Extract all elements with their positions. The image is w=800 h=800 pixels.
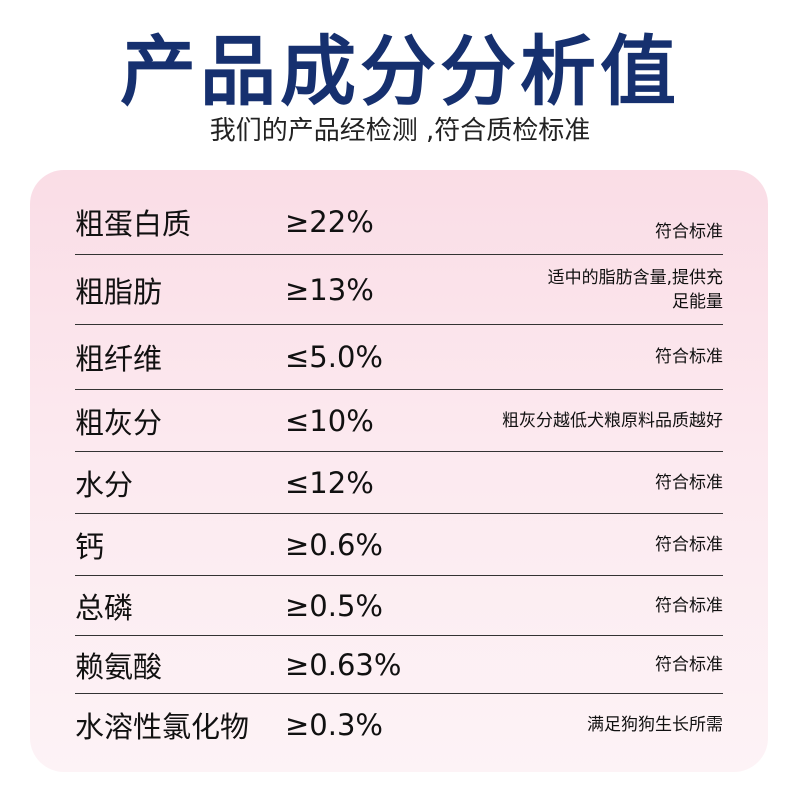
ingredient-note: 粗灰分越低犬粮原料品质越好	[502, 410, 723, 431]
ingredient-name: 钙	[75, 529, 105, 564]
ingredient-note: 符合标准	[655, 534, 723, 555]
table-row: 粗蛋白质 ≥22% 符合标准	[75, 190, 723, 255]
ingredient-value: ≤10%	[285, 403, 374, 438]
table-row: 粗脂肪 ≥13% 适中的脂肪含量,提供充足能量	[75, 255, 723, 325]
ingredient-note: 符合标准	[655, 472, 723, 493]
ingredient-note: 符合标准	[655, 654, 723, 675]
page-title: 产品成分分析值	[120, 27, 680, 116]
ingredient-value: ≥22%	[285, 205, 374, 239]
table-row: 赖氨酸 ≥0.63% 符合标准	[75, 636, 723, 694]
ingredient-value: ≥0.3%	[285, 708, 383, 742]
ingredient-name: 赖氨酸	[75, 649, 163, 684]
ingredient-name: 粗灰分	[75, 405, 163, 440]
ingredient-note: 符合标准	[655, 347, 723, 367]
ingredient-name: 粗脂肪	[75, 274, 163, 309]
table-row: 粗灰分 ≤10% 粗灰分越低犬粮原料品质越好	[75, 390, 723, 452]
ingredient-note: 符合标准	[655, 595, 723, 616]
table-row: 水分 ≤12% 符合标准	[75, 452, 723, 514]
nutrition-card	[30, 170, 768, 772]
ingredient-value: ≥0.5%	[285, 588, 383, 623]
ingredient-name: 粗纤维	[75, 342, 163, 376]
ingredient-name: 水溶性氯化物	[75, 710, 250, 744]
ingredient-name: 总磷	[75, 590, 134, 625]
table-row: 水溶性氯化物 ≥0.3% 满足狗狗生长所需	[75, 694, 723, 756]
ingredient-name: 粗蛋白质	[75, 207, 192, 241]
table-row: 钙 ≥0.6% 符合标准	[75, 514, 723, 576]
ingredient-note: 适中的脂肪含量,提供充足能量	[547, 267, 723, 312]
ingredient-value: ≥0.6%	[285, 527, 383, 562]
ingredient-value: ≤5.0%	[285, 340, 383, 374]
ingredient-note: 满足狗狗生长所需	[587, 715, 723, 735]
ingredient-name: 水分	[75, 467, 134, 502]
ingredient-value: ≥0.63%	[285, 647, 402, 682]
page-subtitle: 我们的产品经检测 ,符合质检标准	[209, 116, 591, 146]
ingredient-value: ≥13%	[285, 272, 374, 307]
ingredient-note: 符合标准	[655, 222, 723, 242]
table-row: 粗纤维 ≤5.0% 符合标准	[75, 325, 723, 390]
ingredient-value: ≤12%	[285, 465, 374, 500]
table-row: 总磷 ≥0.5% 符合标准	[75, 576, 723, 636]
